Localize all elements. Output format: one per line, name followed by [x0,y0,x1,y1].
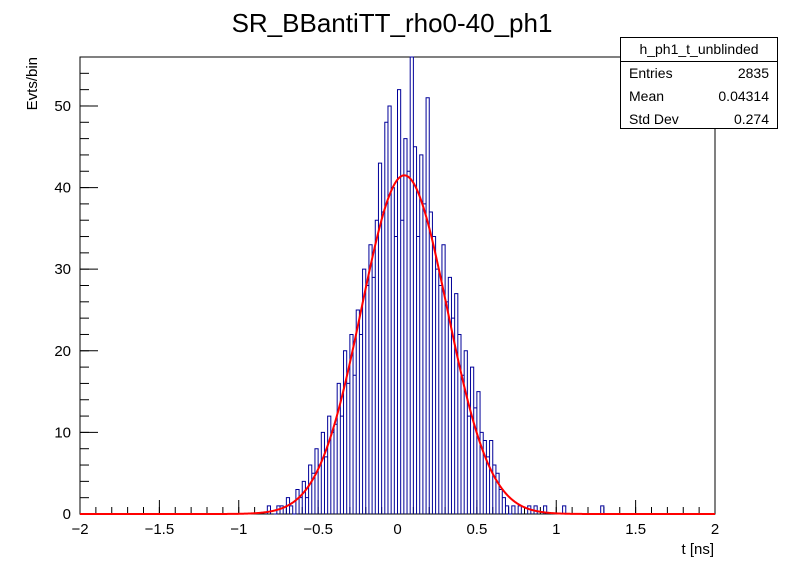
stats-row-entries: Entries 2835 [621,62,777,85]
histogram-line [266,56,605,515]
x-tick-label: −0.5 [303,521,333,538]
stats-value: 0.04314 [718,88,769,104]
gaussian-fit-curve [80,174,715,515]
y-tick-label: 20 [54,343,71,360]
x-tick-label: 1 [552,521,560,538]
y-tick-label: 50 [54,98,71,115]
stats-box: h_ph1_t_unblinded Entries 2835 Mean 0.04… [620,37,778,129]
x-tick-label: −1 [230,521,247,538]
x-tick-label: 2 [711,521,719,538]
x-tick-label: −1.5 [145,521,175,538]
y-tick-label: 10 [54,424,71,441]
x-tick-label: −2 [71,521,88,538]
stats-row-stddev: Std Dev 0.274 [621,108,777,131]
y-axis-label: Evts/bin [24,57,41,110]
x-axis-label: t [ns] [681,541,714,558]
stats-value: 0.274 [733,111,769,127]
stats-label: Mean [629,88,665,104]
y-tick-label: 0 [63,506,71,523]
x-tick-label: 0 [393,521,401,538]
y-tick-label: 30 [54,261,71,278]
stats-label: Std Dev [629,111,679,127]
stats-row-mean: Mean 0.04314 [621,85,777,108]
y-tick-label: 40 [54,180,71,197]
stats-value: 2835 [737,65,769,81]
stats-box-title: h_ph1_t_unblinded [621,38,777,62]
chart-title: SR_BBantiTT_rho0-40_ph1 [232,8,553,38]
stats-label: Entries [629,65,673,81]
x-tick-label: 1.5 [625,521,646,538]
x-tick-label: 0.5 [466,521,487,538]
